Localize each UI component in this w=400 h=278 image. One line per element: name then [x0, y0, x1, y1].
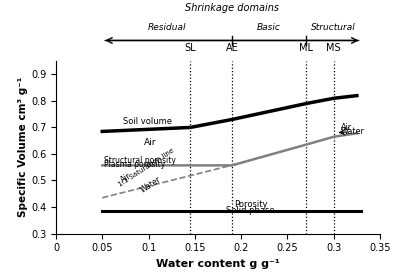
Text: AE: AE: [226, 43, 238, 53]
Text: Water: Water: [139, 175, 163, 194]
Text: Structural porosity: Structural porosity: [104, 156, 176, 165]
Y-axis label: Specific Volume cm³ g⁻¹: Specific Volume cm³ g⁻¹: [18, 77, 28, 217]
Text: ML: ML: [299, 43, 313, 53]
Text: Air: Air: [119, 171, 133, 184]
Text: Shrinkage domains: Shrinkage domains: [185, 3, 279, 13]
X-axis label: Water content g g⁻¹: Water content g g⁻¹: [156, 259, 280, 269]
Text: Residual: Residual: [148, 23, 186, 32]
Text: Basic: Basic: [257, 23, 281, 32]
Text: SL: SL: [184, 43, 196, 53]
Text: Water: Water: [341, 127, 365, 136]
Text: Air: Air: [144, 138, 156, 148]
Text: Air: Air: [341, 123, 352, 131]
Text: Solid phase: Solid phase: [226, 206, 275, 215]
Text: Plasma porosity: Plasma porosity: [104, 160, 165, 169]
Text: Soil volume: Soil volume: [123, 117, 172, 126]
Text: Porosity: Porosity: [234, 200, 267, 209]
Text: MS: MS: [326, 43, 341, 53]
Text: 1:1 Saturation line: 1:1 Saturation line: [117, 147, 175, 188]
Text: Structural: Structural: [311, 23, 356, 32]
